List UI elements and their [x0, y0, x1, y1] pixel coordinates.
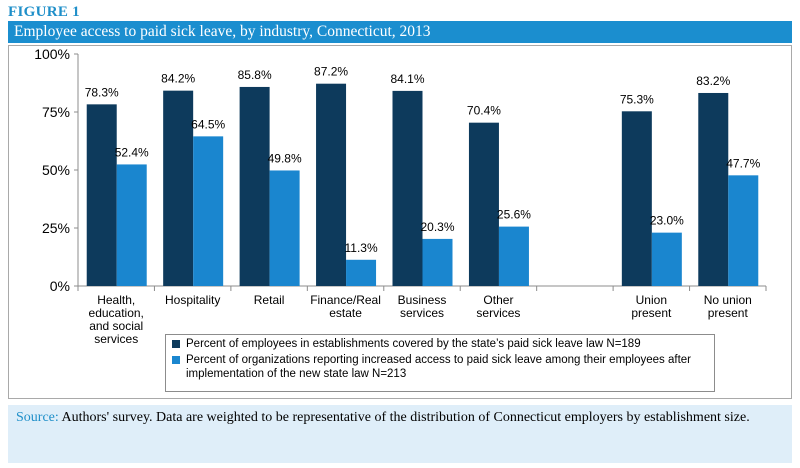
bar-series2	[728, 175, 759, 286]
x-category-label: present	[631, 306, 672, 320]
data-label: 85.8%	[238, 68, 272, 82]
y-tick-label: 75%	[42, 104, 70, 120]
y-tick-label: 0%	[50, 278, 70, 294]
data-label: 47.7%	[726, 156, 760, 170]
x-category-label: Finance/Real	[310, 293, 381, 307]
source-note: Source: Authors' survey. Data are weight…	[8, 405, 792, 463]
data-label: 49.8%	[268, 151, 302, 165]
x-category-label: present	[708, 306, 749, 320]
data-label: 70.4%	[467, 104, 501, 118]
x-category-label: Business	[398, 293, 447, 307]
legend-label-series1: Percent of employees in establishments c…	[186, 338, 641, 350]
legend-swatch-series2	[172, 356, 180, 364]
y-tick-label: 50%	[42, 162, 70, 178]
source-text: Authors' survey. Data are weighted to be…	[58, 410, 750, 425]
chart-legend: Percent of employees in establishments c…	[165, 334, 715, 392]
x-category-label: Other	[483, 293, 513, 307]
x-category-label: No union	[704, 293, 752, 307]
data-label: 23.0%	[650, 214, 684, 228]
data-label: 20.3%	[420, 220, 454, 234]
bar-series2	[346, 259, 377, 286]
chart-frame	[8, 45, 792, 399]
bar-series1	[239, 86, 270, 286]
bar-series2	[498, 226, 529, 286]
y-tick-label: 100%	[34, 46, 70, 62]
x-category-label: services	[476, 306, 520, 320]
bar-series2	[193, 136, 224, 286]
x-category-label: services	[400, 306, 444, 320]
bar-series2	[269, 170, 300, 286]
data-label: 64.5%	[191, 117, 225, 131]
figure-label: FIGURE 1	[8, 4, 80, 20]
data-label: 75.3%	[620, 92, 654, 106]
data-label: 25.6%	[497, 208, 531, 222]
bar-series2	[116, 164, 147, 286]
bar-series1	[392, 90, 423, 286]
x-category-label: services	[94, 332, 138, 346]
bar-series1	[468, 122, 499, 286]
x-category-label: Union	[636, 293, 667, 307]
data-label: 52.4%	[115, 145, 149, 159]
bar-series2	[422, 238, 453, 286]
data-label: 83.2%	[696, 74, 730, 88]
bar-series1	[86, 104, 117, 287]
x-category-label: education,	[89, 306, 144, 320]
bar-series1	[316, 83, 347, 286]
chart-title: Employee access to paid sick leave, by i…	[8, 21, 792, 43]
x-category-label: Hospitality	[165, 293, 220, 307]
bar-series2	[651, 232, 682, 286]
legend-swatch-series1	[172, 340, 180, 348]
legend-item-series2: Percent of organizations reporting incre…	[172, 353, 708, 381]
x-category-label: estate	[329, 306, 362, 320]
data-label: 84.1%	[390, 72, 424, 86]
bar-series1	[163, 90, 194, 286]
x-category-label: Health,	[97, 293, 135, 307]
y-tick-label: 25%	[42, 220, 70, 236]
legend-label-series2: Percent of organizations reporting incre…	[186, 354, 691, 380]
bar-series1	[698, 92, 729, 286]
x-category-label: and social	[89, 319, 143, 333]
data-label: 78.3%	[85, 85, 119, 99]
data-label: 11.3%	[344, 241, 377, 255]
x-category-label: Retail	[254, 293, 285, 307]
data-label: 87.2%	[314, 65, 348, 79]
source-label: Source:	[16, 410, 59, 425]
bar-series1	[621, 111, 652, 286]
legend-item-series1: Percent of employees in establishments c…	[172, 337, 708, 351]
data-label: 84.2%	[161, 72, 195, 86]
